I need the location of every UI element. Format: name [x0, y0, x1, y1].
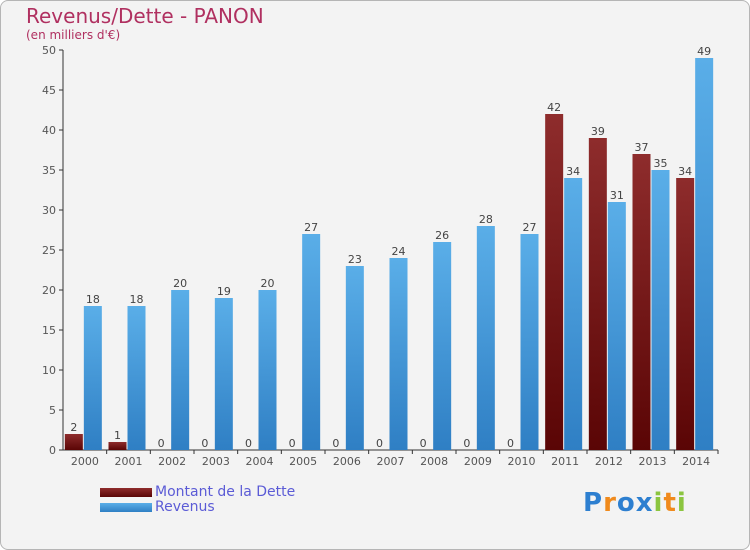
data-label-revenus: 49: [697, 45, 711, 58]
x-tick-label: 2008: [420, 455, 448, 468]
legend-swatch-debt: [100, 488, 152, 497]
data-label-revenus: 28: [479, 213, 493, 226]
logo-letter: o: [616, 488, 636, 518]
y-tick-label: 40: [42, 124, 56, 137]
chart-subtitle: (en milliers d'€): [26, 28, 121, 42]
legend-swatch-revenus: [100, 503, 152, 512]
data-label-debt: 2: [70, 421, 77, 434]
bar-revenus: [302, 234, 321, 450]
data-label-debt: 0: [158, 437, 165, 450]
y-tick-label: 5: [49, 404, 56, 417]
bar-revenus: [258, 290, 277, 450]
data-label-revenus: 24: [392, 245, 406, 258]
x-tick-label: 2013: [639, 455, 667, 468]
data-label-revenus: 27: [523, 221, 537, 234]
x-tick-label: 2003: [202, 455, 230, 468]
y-tick-label: 25: [42, 244, 56, 257]
bar-revenus: [345, 266, 364, 450]
bar-revenus: [214, 298, 233, 450]
logo-letter: P: [583, 488, 604, 518]
data-label-revenus: 26: [435, 229, 449, 242]
legend-label-revenus: Revenus: [155, 499, 215, 515]
x-tick-label: 2010: [508, 455, 536, 468]
bar-revenus: [695, 58, 714, 450]
y-tick-label: 30: [42, 204, 56, 217]
logo-letter: t: [663, 488, 677, 518]
logo-letter: r: [603, 488, 617, 518]
data-label-revenus: 20: [261, 277, 275, 290]
bar-debt: [108, 442, 127, 450]
data-label-revenus: 34: [566, 165, 580, 178]
data-label-debt: 39: [591, 125, 605, 138]
logo-letter: i: [676, 488, 687, 518]
bar-revenus: [433, 242, 452, 450]
legend-label-debt: Montant de la Dette: [155, 484, 296, 500]
chart-title: Revenus/Dette - PANON: [26, 4, 264, 28]
data-label-debt: 0: [420, 437, 427, 450]
data-label-debt: 0: [289, 437, 296, 450]
bar-debt: [676, 178, 695, 450]
y-tick-label: 0: [49, 444, 56, 457]
data-label-debt: 0: [376, 437, 383, 450]
data-label-debt: 0: [245, 437, 252, 450]
data-label-revenus: 18: [130, 293, 144, 306]
bar-debt: [632, 154, 651, 450]
bar-revenus: [171, 290, 190, 450]
bar-revenus: [127, 306, 146, 450]
x-tick-label: 2012: [595, 455, 623, 468]
x-tick-label: 2005: [289, 455, 317, 468]
x-tick-label: 2000: [71, 455, 99, 468]
data-label-debt: 42: [547, 101, 561, 114]
y-tick-label: 45: [42, 84, 56, 97]
x-tick-label: 2002: [158, 455, 186, 468]
logo-letter: x: [635, 488, 654, 518]
data-label-revenus: 20: [173, 277, 187, 290]
x-tick-label: 2014: [682, 455, 710, 468]
bar-revenus: [476, 226, 495, 450]
y-tick-label: 20: [42, 284, 56, 297]
x-tick-label: 2009: [464, 455, 492, 468]
proxiti-logo: Proxiti: [583, 488, 687, 518]
logo-letter: i: [653, 488, 664, 518]
data-label-revenus: 23: [348, 253, 362, 266]
bar-debt: [545, 114, 564, 450]
bar-revenus: [389, 258, 408, 450]
data-label-debt: 0: [332, 437, 339, 450]
y-tick-label: 50: [42, 44, 56, 57]
x-tick-label: 2007: [377, 455, 405, 468]
bar-revenus: [520, 234, 539, 450]
data-label-debt: 34: [678, 165, 692, 178]
data-label-debt: 0: [463, 437, 470, 450]
bar-revenus: [564, 178, 583, 450]
data-label-debt: 0: [201, 437, 208, 450]
data-label-revenus: 19: [217, 285, 231, 298]
y-tick-label: 10: [42, 364, 56, 377]
data-label-debt: 0: [507, 437, 514, 450]
data-label-revenus: 31: [610, 189, 624, 202]
data-label-debt: 37: [635, 141, 649, 154]
data-label-revenus: 27: [304, 221, 318, 234]
data-label-revenus: 35: [654, 157, 668, 170]
bar-revenus: [651, 170, 670, 450]
data-label-debt: 1: [114, 429, 121, 442]
bar-revenus: [607, 202, 626, 450]
x-tick-label: 2004: [246, 455, 274, 468]
y-tick-label: 15: [42, 324, 56, 337]
data-label-revenus: 18: [86, 293, 100, 306]
bar-revenus: [83, 306, 102, 450]
bar-debt: [588, 138, 607, 450]
y-tick-label: 35: [42, 164, 56, 177]
bar-debt: [64, 434, 83, 450]
x-tick-label: 2011: [551, 455, 579, 468]
x-tick-label: 2006: [333, 455, 361, 468]
x-tick-label: 2001: [115, 455, 143, 468]
